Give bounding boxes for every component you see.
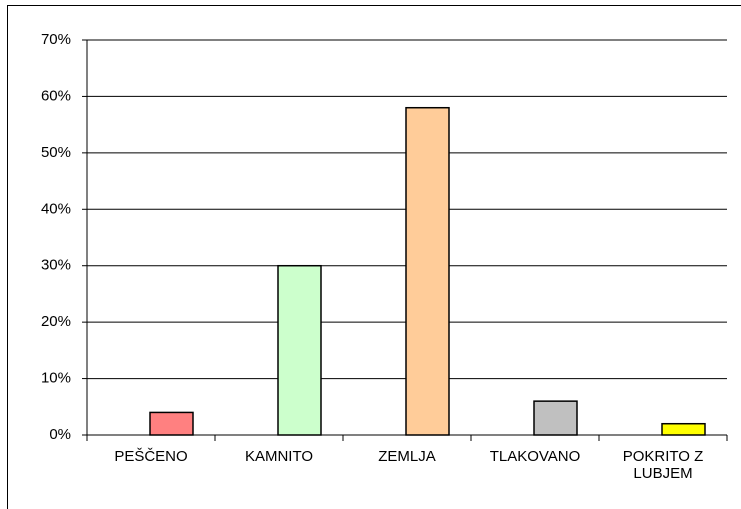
bar (533, 400, 578, 436)
y-tick-label: 70% (41, 31, 71, 48)
y-tick-label: 20% (41, 313, 71, 330)
x-tick-label: TLAKOVANO (489, 448, 581, 465)
bar (149, 411, 194, 436)
y-tick-label: 30% (41, 257, 71, 274)
chart-border (7, 5, 741, 509)
y-tick-label: 0% (49, 426, 71, 443)
bar (277, 264, 322, 436)
x-tick-label: ZEMLJA (378, 448, 436, 465)
bar (661, 422, 706, 436)
y-tick-label: 50% (41, 144, 71, 161)
y-tick-label: 60% (41, 87, 71, 104)
x-tick-label: PEŠČENO (114, 448, 188, 465)
x-tick-label: POKRITO Z LUBJEM (622, 448, 704, 482)
x-tick-label: KAMNITO (244, 448, 314, 465)
y-tick-label: 10% (41, 370, 71, 387)
bar (405, 106, 450, 436)
y-tick-label: 40% (41, 200, 71, 217)
